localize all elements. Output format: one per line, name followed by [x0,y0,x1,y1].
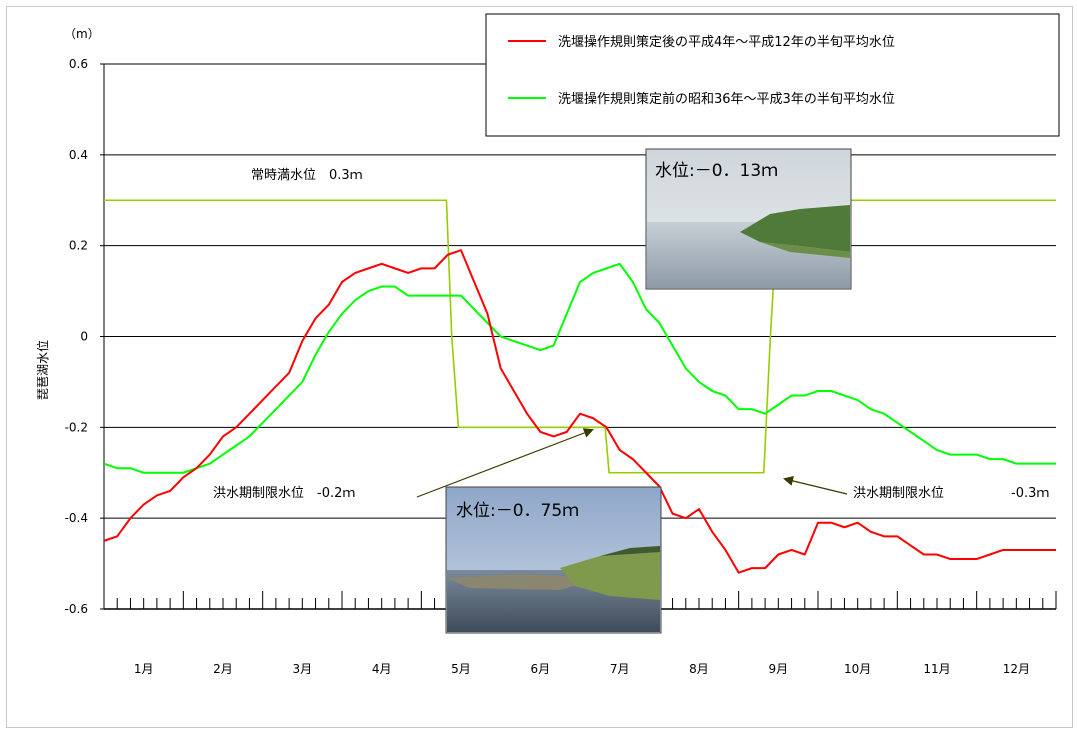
flood-limit-a-annotation: 洪水期制限水位 -0.2ｍ [213,486,355,501]
legend-box [485,13,1060,137]
y-tick-label: -0.6 [65,602,88,616]
y-tick-label: -0.4 [65,511,88,525]
arrow-flood-limit-b [783,476,848,495]
chart-frame [6,6,1073,728]
series-layer [103,199,1056,574]
month-label: 3月 [293,662,313,676]
y-tick-label: 0.2 [69,239,88,253]
month-label: 7月 [610,662,630,676]
photo-caption-high: 水位:－0．13ｍ [655,161,778,181]
flood-limit-b-value: -0.3ｍ [1011,486,1049,501]
legend: 洗堰操作規則策定後の平成4年～平成12年の半旬平均水位 洗堰操作規則策定前の昭和… [485,13,1060,137]
y-tick-label: 0 [80,330,88,344]
lake-photo-high: 水位:－0．13ｍ [645,148,852,290]
month-label: 6月 [531,662,551,676]
y-tick-label: 0.6 [69,57,88,71]
month-label: 12月 [1003,662,1030,676]
y-tick-labels: -0.6 -0.4 -0.2 0 0.2 0.4 0.6 [65,57,88,616]
month-label: 9月 [769,662,789,676]
month-label: 2月 [213,662,233,676]
y-axis-title: 琵琶湖水位 [35,340,50,400]
arrow-flood-limit-a [416,428,594,498]
month-label: 5月 [451,662,471,676]
month-label: 8月 [689,662,709,676]
month-labels: 1月 2月 3月 4月 5月 6月 7月 8月 9月 10月 11月 12月 [134,662,1030,676]
photo-caption-low: 水位:－0．75ｍ [456,501,579,521]
limit-level-line [104,199,1056,474]
y-tick-label: 0.4 [69,148,88,162]
normal-level-annotation: 常時満水位 0.3ｍ [251,168,363,183]
unit-label: （m） [64,27,100,41]
series-line-red [103,249,1056,574]
month-label: 10月 [844,662,871,676]
lake-photo-low: 水位:－0．75ｍ [445,486,662,634]
series-line-green [103,262,1056,474]
legend-label-green: 洗堰操作規則策定前の昭和36年～平成3年の半旬平均水位 [558,91,895,107]
y-tick-label: -0.2 [65,420,88,434]
flood-limit-b-annotation: 洪水期制限水位 [853,486,944,501]
month-label: 4月 [372,662,392,676]
month-label: 1月 [134,662,154,676]
legend-label-red: 洗堰操作規則策定後の平成4年～平成12年の半旬平均水位 [558,34,895,50]
month-label: 11月 [923,662,950,676]
